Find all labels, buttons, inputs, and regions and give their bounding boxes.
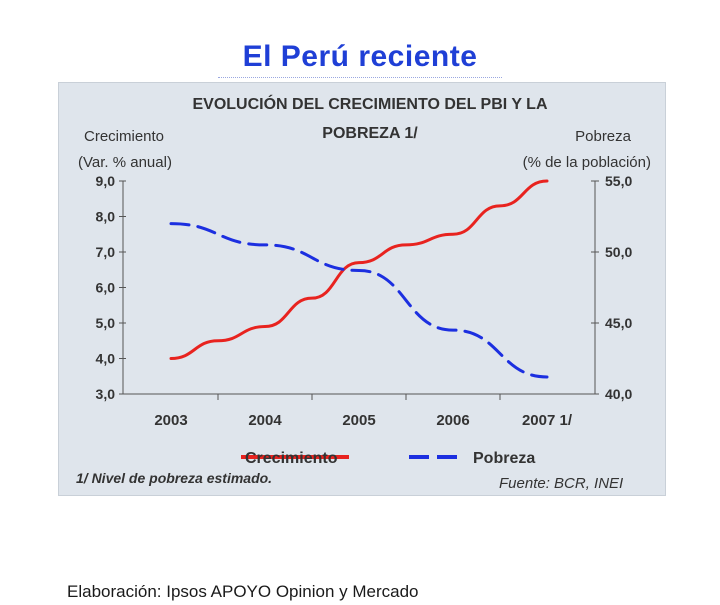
series-line-pobreza [169, 222, 549, 379]
right-tick-label: 40,0 [605, 386, 632, 402]
legend-crecimiento-label: Crecimiento [245, 450, 338, 467]
right-axis-label-line1: Pobreza [575, 128, 632, 145]
left-tick-label: 8,0 [96, 209, 116, 225]
right-tick-label: 55,0 [605, 173, 632, 189]
left-tick-label: 5,0 [96, 315, 116, 331]
left-tick-label: 4,0 [96, 351, 116, 367]
credit-text: Elaboración: Ipsos APOYO Opinion y Merca… [59, 579, 475, 605]
x-tick-label: 2006 [436, 412, 469, 429]
left-tick-label: 3,0 [96, 386, 116, 402]
right-tick-label: 45,0 [605, 315, 632, 331]
slide-title: El Perú reciente [242, 40, 478, 73]
chart-title-line1: EVOLUCIÓN DEL CRECIMIENTO DEL PBI Y LA [192, 94, 547, 113]
left-axis-label-line1: Crecimiento [84, 128, 164, 145]
x-tick-label: 2004 [248, 412, 282, 429]
chart-title-line2: POBREZA 1/ [322, 125, 418, 142]
left-tick-label: 6,0 [96, 280, 116, 296]
left-tick-label: 7,0 [96, 244, 116, 260]
chart-panel: EVOLUCIÓN DEL CRECIMIENTO DEL PBI Y LA P… [58, 82, 666, 605]
chart-source: Fuente: BCR, INEI [499, 475, 623, 492]
right-tick-label: 50,0 [605, 244, 632, 260]
x-tick-label: 2003 [154, 412, 187, 429]
legend-pobreza-label: Pobreza [473, 450, 535, 467]
plot-area: 3,0 4,0 5,0 6,0 7,0 8,0 9,0 40,0 45,0 50,0 55,0 200… [96, 173, 633, 429]
x-tick-label: 2007 1/ [522, 412, 573, 429]
left-axis-label-line2: (Var. % anual) [78, 154, 172, 171]
chart: EVOLUCIÓN DEL CRECIMIENTO DEL PBI Y LA P… [76, 94, 651, 492]
series-line-crecimiento [169, 179, 549, 360]
x-tick-label: 2005 [342, 412, 375, 429]
title-underline [218, 77, 502, 78]
left-tick-label: 9,0 [96, 173, 116, 189]
right-axis-label-line2: (% de la población) [523, 154, 651, 171]
chart-footnote: 1/ Nivel de pobreza estimado. [76, 470, 272, 486]
